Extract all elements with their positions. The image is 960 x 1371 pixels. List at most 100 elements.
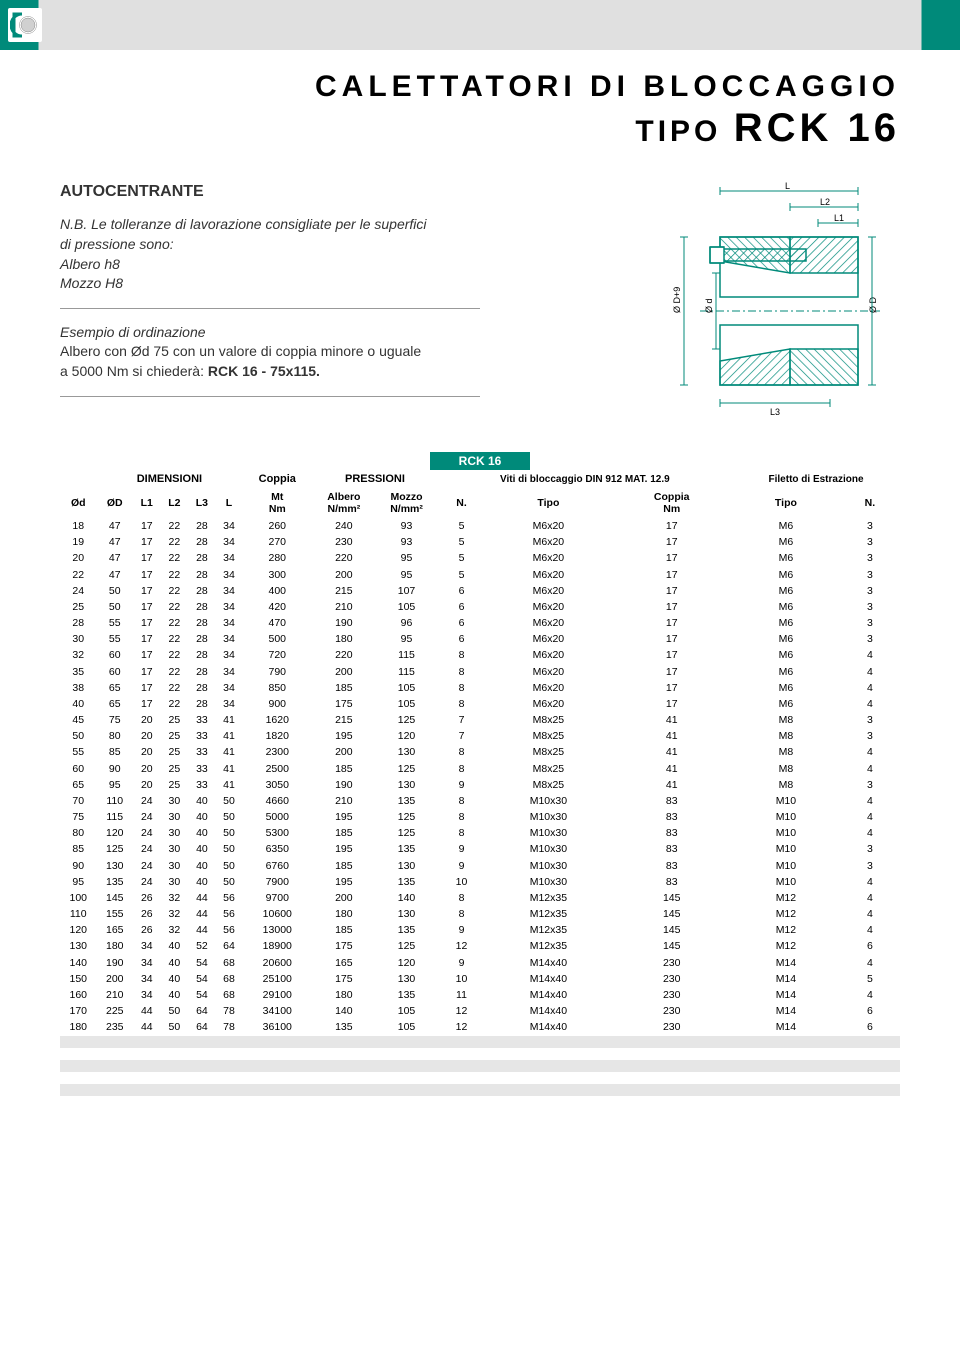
table-cell: 9 (438, 777, 486, 793)
table-cell: 130 (375, 971, 437, 987)
table-cell: 5 (438, 534, 486, 550)
table-cell: 20 (133, 777, 161, 793)
col-group-viti: Viti di bloccaggio DIN 912 MAT. 12.9 (438, 470, 732, 488)
table-cell: 110 (60, 906, 97, 922)
col-od: Ød (60, 488, 97, 518)
table-cell: 3 (840, 534, 900, 550)
table-cell: 12 (438, 938, 486, 954)
table-cell: 9 (438, 858, 486, 874)
table-cell: 20 (133, 712, 161, 728)
table-row: 50802025334118201951207M8x2541M83 (60, 728, 900, 744)
table-cell: 230 (312, 534, 375, 550)
table-cell: 35 (60, 664, 97, 680)
table-cell: 105 (375, 1003, 437, 1019)
table-row: 204717222834280220955M6x2017M63 (60, 550, 900, 566)
table-row: 180235445064783610013510512M14x40230M146 (60, 1019, 900, 1035)
table-cell: 64 (188, 1003, 216, 1019)
table-cell: 24 (133, 841, 161, 857)
table-cell: 9 (438, 841, 486, 857)
table-cell: 22 (161, 583, 189, 599)
table-cell: 40 (188, 825, 216, 841)
table-cell: 24 (133, 793, 161, 809)
table-cell: 41 (216, 712, 243, 728)
table-cell: 34 (216, 567, 243, 583)
table-cell: 17 (133, 534, 161, 550)
table-row: 184717222834260240935M6x2017M63 (60, 518, 900, 534)
table-cell: M14x40 (485, 1003, 611, 1019)
table-cell: 4 (840, 825, 900, 841)
table-cell: 135 (97, 874, 134, 890)
table-cell: 17 (133, 680, 161, 696)
table-cell: 145 (611, 890, 732, 906)
table-cell: 4 (840, 955, 900, 971)
col-tipo2: Tipo (732, 488, 840, 518)
table-cell: 40 (60, 696, 97, 712)
table-cell: 120 (375, 955, 437, 971)
table-cell: 50 (216, 858, 243, 874)
table-cell: 50 (161, 1019, 189, 1035)
table-cell: 4 (840, 744, 900, 760)
table-cell: 40 (161, 987, 189, 1003)
table-row: 11015526324456106001801308M12x35145M124 (60, 906, 900, 922)
table-cell: M12 (732, 938, 840, 954)
table-cell: 20600 (242, 955, 312, 971)
table-cell: 44 (188, 890, 216, 906)
table-cell: 50 (216, 793, 243, 809)
table-cell: 90 (60, 858, 97, 874)
table-cell: 24 (133, 825, 161, 841)
table-cell: 25100 (242, 971, 312, 987)
table-cell: M14x40 (485, 971, 611, 987)
table-cell: 220 (312, 550, 375, 566)
esempio-title: Esempio di ordinazione (60, 323, 480, 343)
table-cell: 230 (611, 955, 732, 971)
table-cell: 900 (242, 696, 312, 712)
table-cell: 41 (216, 744, 243, 760)
table-row: 160210344054682910018013511M14x40230M144 (60, 987, 900, 1003)
table-cell: 34 (216, 615, 243, 631)
table-body: 184717222834260240935M6x2017M63194717222… (60, 518, 900, 1096)
table-cell: 5 (438, 550, 486, 566)
table-cell: 790 (242, 664, 312, 680)
table-cell: 32 (161, 906, 189, 922)
table-row: 851252430405063501951359M10x3083M103 (60, 841, 900, 857)
table-cell: 6 (840, 1019, 900, 1035)
table-cell: 185 (312, 858, 375, 874)
table-cell: 34 (133, 955, 161, 971)
table-cell: 41 (216, 777, 243, 793)
col-coppia: CoppiaNm (611, 488, 732, 518)
table-cell: 230 (611, 1019, 732, 1035)
table-cell: 180 (312, 631, 375, 647)
table-cell: 4 (840, 987, 900, 1003)
table-cell: M6 (732, 615, 840, 631)
table-cell: 24 (133, 809, 161, 825)
table-cell: 4 (840, 647, 900, 663)
table-cell: 30 (161, 809, 189, 825)
table-cell: 20 (133, 728, 161, 744)
table-cell: 50 (60, 728, 97, 744)
table-cell: 8 (438, 696, 486, 712)
table-cell: 30 (161, 825, 189, 841)
table-cell: 4 (840, 793, 900, 809)
table-row: 9513524304050790019513510M10x3083M104 (60, 874, 900, 890)
table-cell: M6x20 (485, 534, 611, 550)
table-cell: 54 (188, 987, 216, 1003)
table-cell: M10 (732, 874, 840, 890)
table-cell: M12x35 (485, 922, 611, 938)
table-cell: M10x30 (485, 809, 611, 825)
table-cell: 140 (312, 1003, 375, 1019)
table-cell: 20 (133, 744, 161, 760)
table-cell: 125 (375, 825, 437, 841)
table-cell: 50 (216, 809, 243, 825)
table-cell: 44 (133, 1003, 161, 1019)
table-cell: 9700 (242, 890, 312, 906)
table-cell: 125 (375, 761, 437, 777)
table-cell: M6x20 (485, 615, 611, 631)
table-cell: 190 (97, 955, 134, 971)
table-cell: M14 (732, 987, 840, 1003)
table-cell: M6 (732, 631, 840, 647)
table-cell: 32 (161, 922, 189, 938)
table-cell: 210 (312, 599, 375, 615)
table-cell: 115 (375, 647, 437, 663)
table-row: 224717222834300200955M6x2017M63 (60, 567, 900, 583)
table-cell: 50 (216, 874, 243, 890)
